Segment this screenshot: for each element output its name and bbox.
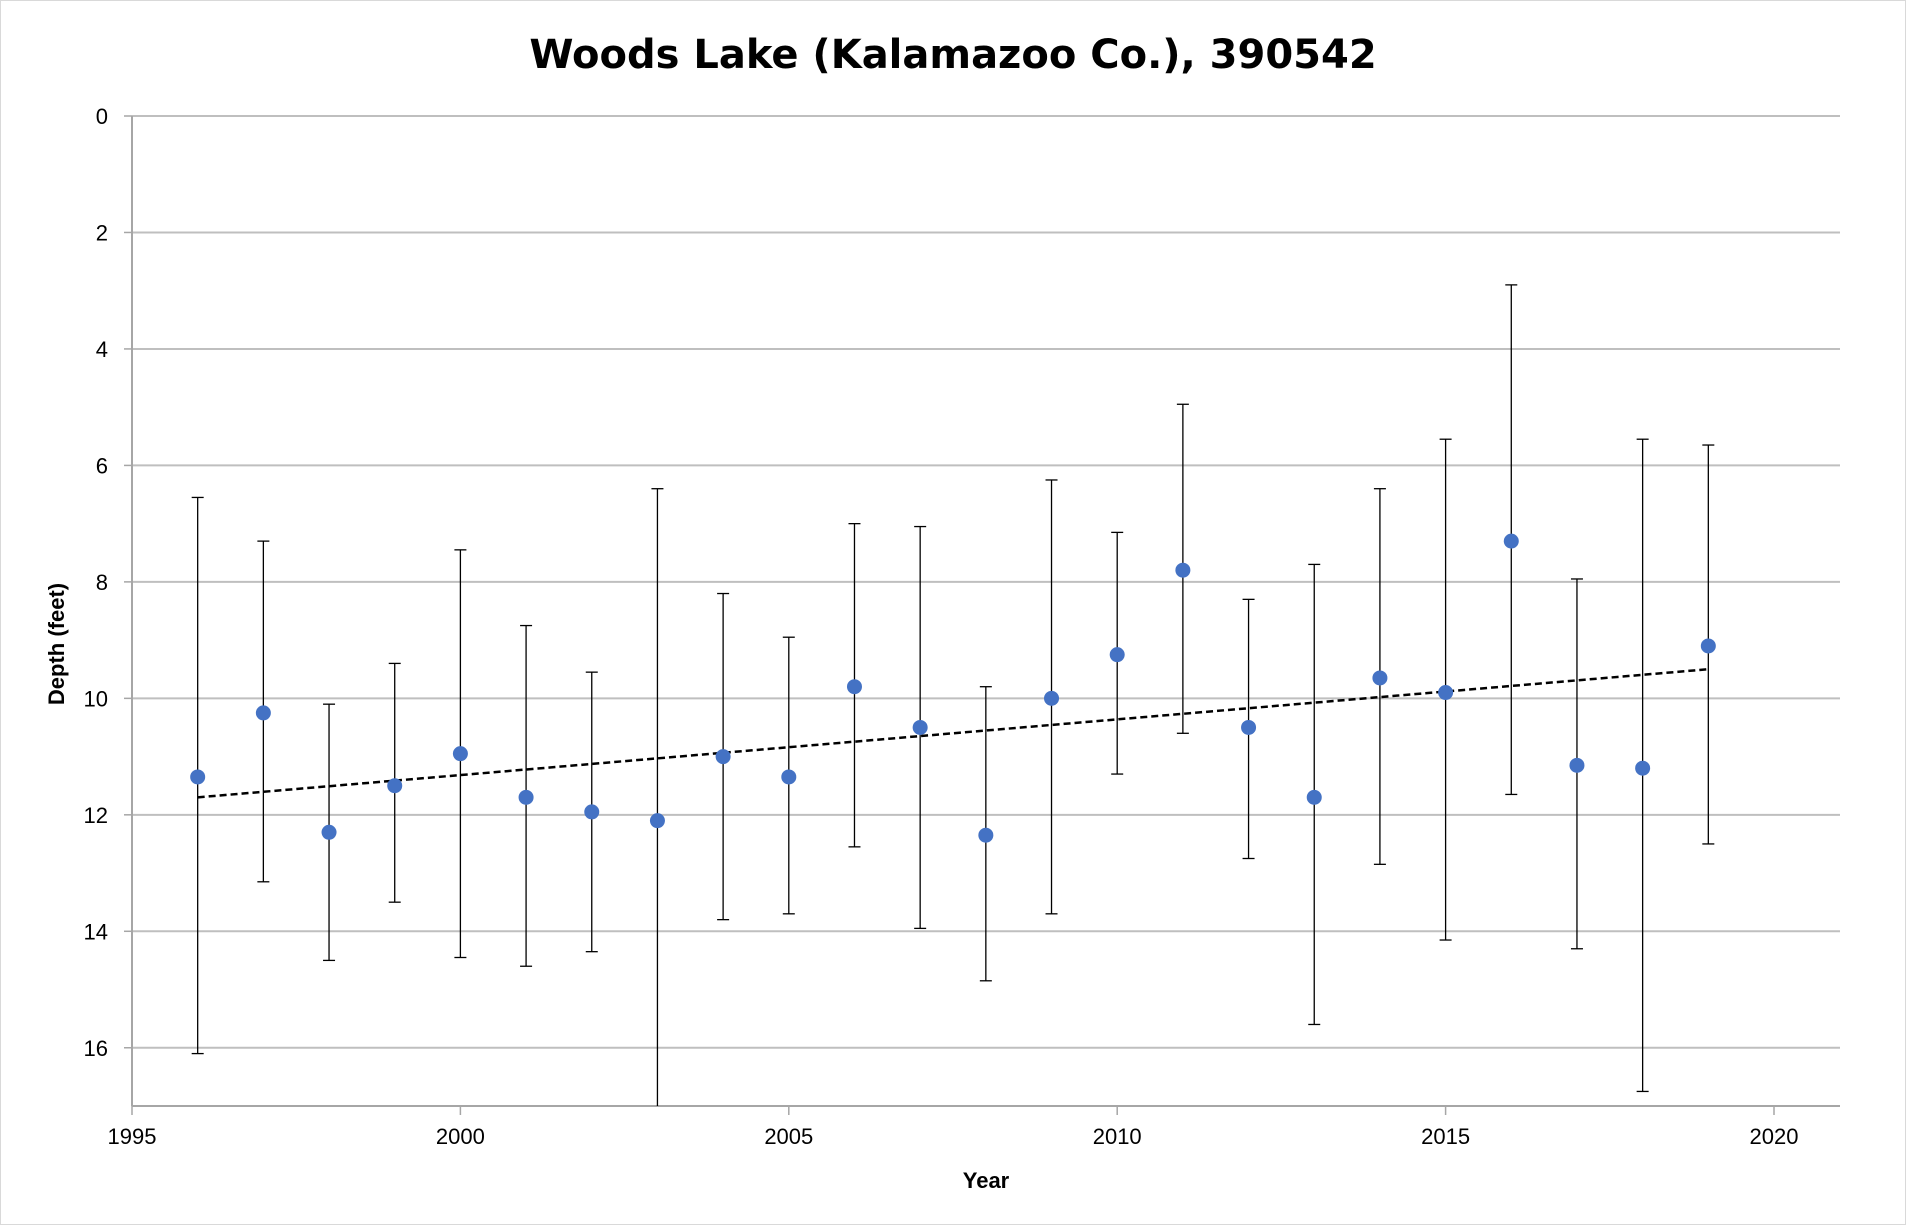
data-point <box>452 746 468 762</box>
data-points <box>190 533 1716 843</box>
data-point <box>255 705 271 721</box>
data-point <box>1635 760 1651 776</box>
chart-title: Woods Lake (Kalamazoo Co.), 390542 <box>529 32 1376 78</box>
x-tick-label: 2010 <box>1093 1124 1142 1149</box>
error-bars <box>191 284 1715 1106</box>
tick-labels: 0 2 4 6 8 10 12 14 16 1995 2000 2005 2010 2015 2020 <box>84 104 1799 1149</box>
y-tick-label: 2 <box>96 220 108 245</box>
y-tick-label: 16 <box>84 1036 108 1061</box>
x-tick-label: 2015 <box>1421 1124 1470 1149</box>
y-tick-label: 4 <box>96 337 108 362</box>
x-tick-label: 2000 <box>436 1124 485 1149</box>
data-point <box>1700 638 1716 654</box>
data-point <box>1241 719 1257 735</box>
data-point <box>190 769 206 785</box>
data-point <box>1044 690 1060 706</box>
data-point <box>1175 562 1191 578</box>
data-point <box>978 827 994 843</box>
trendline-path <box>197 667 1709 799</box>
axes <box>124 115 1840 1115</box>
data-point <box>781 769 797 785</box>
y-tick-label: 8 <box>96 570 108 595</box>
data-point <box>715 749 731 765</box>
x-axis-title: Year <box>963 1168 1010 1193</box>
y-tick-label: 10 <box>84 686 108 711</box>
data-point <box>584 804 600 820</box>
data-point <box>1306 789 1322 805</box>
y-tick-label: 0 <box>96 104 108 129</box>
data-point <box>1109 647 1125 663</box>
data-point <box>1372 670 1388 686</box>
x-tick-label: 1995 <box>108 1124 157 1149</box>
data-point <box>518 789 534 805</box>
x-tick-label: 2020 <box>1750 1124 1799 1149</box>
data-point <box>912 719 928 735</box>
data-point <box>387 778 403 794</box>
y-tick-label: 6 <box>96 453 108 478</box>
data-point <box>846 679 862 695</box>
data-point <box>649 813 665 829</box>
trendline <box>197 667 1709 799</box>
data-point <box>1569 757 1585 773</box>
data-point <box>1438 685 1454 701</box>
data-point <box>1503 533 1519 549</box>
y-tick-label: 14 <box>84 919 108 944</box>
data-point <box>321 824 337 840</box>
x-tick-label: 2005 <box>764 1124 813 1149</box>
y-axis-title: Depth (feet) <box>44 583 69 705</box>
y-tick-label: 12 <box>84 803 108 828</box>
